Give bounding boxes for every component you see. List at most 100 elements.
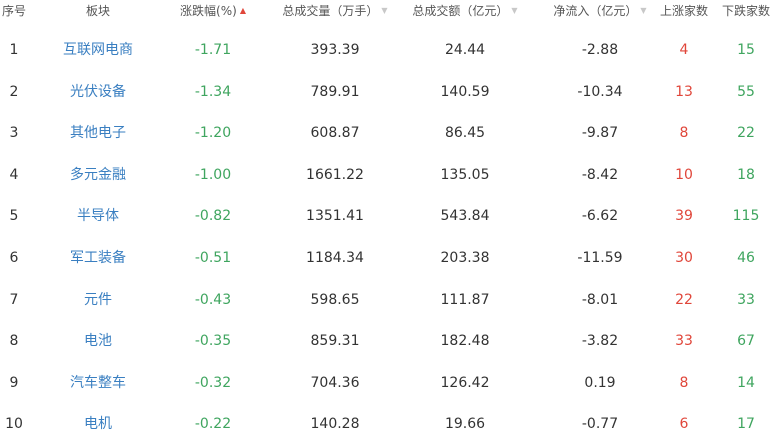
- table-row[interactable]: 3 其他电子 -1.20 608.87 86.45 -9.87 8 22: [0, 112, 776, 154]
- volume-value: 704.36: [310, 374, 360, 391]
- header-sector: 板块: [85, 4, 110, 18]
- table-row[interactable]: 10 电机 -0.22 140.28 19.66 -0.77 6 17: [0, 403, 776, 445]
- row-index: 3: [9, 125, 19, 142]
- volume-value: 1184.34: [306, 250, 364, 266]
- down-count: 33: [737, 291, 755, 308]
- table-row[interactable]: 6 军工装备 -0.51 1184.34 203.38 -11.59 30 46: [0, 237, 776, 279]
- sector-link[interactable]: 汽车整车: [70, 374, 126, 391]
- sector-link[interactable]: 电机: [84, 416, 112, 433]
- inflow-value: -6.62: [581, 208, 619, 225]
- header-change-label: 涨跌幅(%): [180, 4, 237, 18]
- down-count: 46: [737, 250, 755, 266]
- up-count: 8: [679, 125, 689, 142]
- header-amount-label: 总成交额（亿元）: [412, 4, 509, 18]
- row-index: 9: [9, 374, 19, 391]
- inflow-value: -0.77: [581, 416, 619, 433]
- table-row[interactable]: 4 多元金融 -1.00 1661.22 135.05 -8.42 10 18: [0, 154, 776, 196]
- table-row[interactable]: 7 元件 -0.43 598.65 111.87 -8.01 22 33: [0, 279, 776, 321]
- inflow-value: -8.01: [581, 291, 619, 308]
- header-index: 序号: [1, 4, 26, 18]
- amount-value: 543.84: [440, 208, 490, 225]
- amount-value: 24.44: [444, 42, 486, 58]
- amount-value: 126.42: [440, 374, 490, 391]
- volume-value: 789.91: [310, 83, 360, 100]
- row-index: 8: [9, 333, 19, 350]
- sector-link[interactable]: 电池: [84, 333, 112, 350]
- volume-value: 140.28: [310, 416, 360, 433]
- volume-value: 393.39: [310, 42, 360, 58]
- sort-desc-icon[interactable]: ▼: [511, 6, 518, 15]
- change-value: -1.71: [194, 42, 232, 58]
- change-value: -1.34: [194, 83, 232, 100]
- up-count: 10: [675, 166, 693, 183]
- volume-value: 1661.22: [306, 166, 364, 183]
- row-index: 7: [9, 291, 19, 308]
- down-count: 115: [732, 208, 760, 225]
- sort-desc-icon[interactable]: ▼: [381, 6, 388, 15]
- down-count: 18: [737, 166, 755, 183]
- up-count: 22: [675, 291, 693, 308]
- header-inflow-label: 净流入（亿元）: [553, 4, 638, 18]
- sector-link[interactable]: 互联网电商: [63, 42, 133, 58]
- header-inflow[interactable]: 净流入（亿元） ▼: [530, 0, 670, 22]
- header-change[interactable]: 涨跌幅(%) ▲: [168, 0, 258, 22]
- row-index: 2: [9, 83, 19, 100]
- up-count: 33: [675, 333, 693, 350]
- row-index: 10: [5, 416, 23, 433]
- amount-value: 140.59: [440, 83, 490, 100]
- sector-link[interactable]: 军工装备: [70, 250, 126, 266]
- volume-value: 1351.41: [306, 208, 364, 225]
- up-count: 30: [675, 250, 693, 266]
- up-count: 13: [675, 83, 693, 100]
- row-index: 4: [9, 166, 19, 183]
- down-count: 14: [737, 374, 755, 391]
- up-count: 4: [679, 42, 689, 58]
- table-row[interactable]: 1 互联网电商 -1.71 393.39 24.44 -2.88 4 15: [0, 29, 776, 71]
- table-row[interactable]: 8 电池 -0.35 859.31 182.48 -3.82 33 67: [0, 320, 776, 362]
- volume-value: 859.31: [310, 333, 360, 350]
- up-count: 8: [679, 374, 689, 391]
- header-amount[interactable]: 总成交额（亿元） ▼: [400, 0, 530, 22]
- row-index: 5: [9, 208, 19, 225]
- sector-link[interactable]: 光伏设备: [70, 83, 126, 100]
- up-count: 6: [679, 416, 689, 433]
- row-index: 6: [9, 250, 19, 266]
- table-row[interactable]: 9 汽车整车 -0.32 704.36 126.42 0.19 8 14: [0, 362, 776, 404]
- amount-value: 86.45: [444, 125, 486, 142]
- inflow-value: -11.59: [577, 250, 623, 266]
- row-index: 1: [9, 42, 19, 58]
- down-count: 22: [737, 125, 755, 142]
- inflow-value: -2.88: [581, 42, 619, 58]
- inflow-value: 0.19: [584, 374, 616, 391]
- change-value: -0.82: [194, 208, 232, 225]
- header-down-count: 下跌家数: [721, 4, 770, 18]
- header-volume[interactable]: 总成交量（万手） ▼: [270, 0, 400, 22]
- sector-link[interactable]: 多元金融: [70, 166, 126, 183]
- sort-desc-icon[interactable]: ▼: [640, 6, 647, 15]
- change-value: -1.20: [194, 125, 232, 142]
- table-header: 序号 板块 涨跌幅(%) ▲ 总成交量（万手） ▼ 总成交额（亿元） ▼ 净流入（亿元…: [0, 0, 776, 22]
- inflow-value: -9.87: [581, 125, 619, 142]
- amount-value: 19.66: [444, 416, 486, 433]
- volume-value: 608.87: [310, 125, 360, 142]
- change-value: -0.32: [194, 374, 232, 391]
- sector-link[interactable]: 半导体: [77, 208, 119, 225]
- amount-value: 203.38: [440, 250, 490, 266]
- table-row[interactable]: 2 光伏设备 -1.34 789.91 140.59 -10.34 13 55: [0, 71, 776, 113]
- change-value: -1.00: [194, 166, 232, 183]
- amount-value: 135.05: [440, 166, 490, 183]
- down-count: 67: [737, 333, 755, 350]
- change-value: -0.22: [194, 416, 232, 433]
- amount-value: 182.48: [440, 333, 490, 350]
- header-volume-label: 总成交量（万手）: [282, 4, 379, 18]
- inflow-value: -10.34: [577, 83, 623, 100]
- change-value: -0.51: [194, 250, 232, 266]
- up-count: 39: [675, 208, 693, 225]
- change-value: -0.43: [194, 291, 232, 308]
- sector-link[interactable]: 其他电子: [70, 125, 126, 142]
- amount-value: 111.87: [440, 291, 490, 308]
- sector-link[interactable]: 元件: [84, 291, 112, 308]
- sort-asc-icon[interactable]: ▲: [239, 6, 246, 15]
- change-value: -0.35: [194, 333, 232, 350]
- table-row[interactable]: 5 半导体 -0.82 1351.41 543.84 -6.62 39 115: [0, 195, 776, 237]
